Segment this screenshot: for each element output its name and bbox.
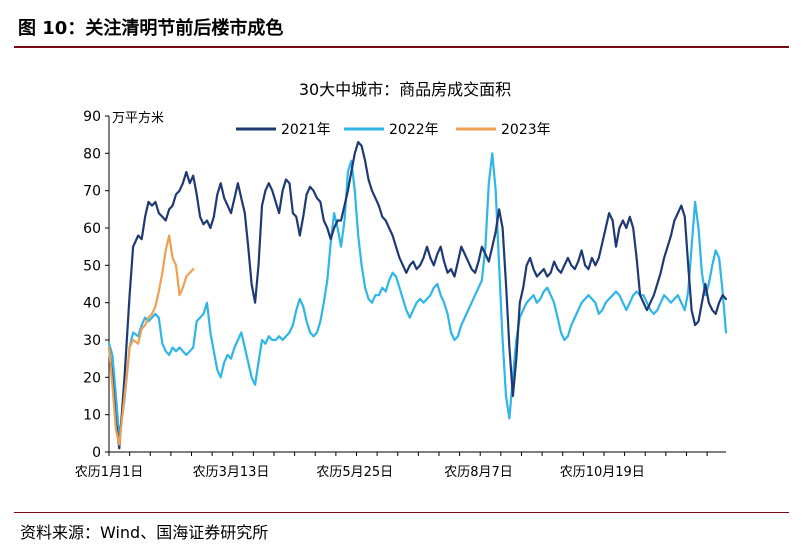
y-tick-label: 40 [83,296,101,312]
series-line-1 [107,141,728,450]
y-tick-label: 20 [83,370,101,386]
y-axis-label: 万平方米 [112,110,164,126]
legend-label-1: 2021年 [281,122,331,138]
y-tick-label: 30 [83,333,101,349]
legend: 2021年 2022年 2023年 [236,122,551,138]
y-tick-label: 60 [83,221,101,237]
y-tick-label: 80 [83,146,101,162]
series-group [107,141,728,450]
x-tick-label: 农历5月25日 [316,465,393,480]
legend-label-3: 2023年 [501,122,551,138]
y-tick-label: 0 [92,445,101,461]
chart-title: 30大中城市：商品房成交面积 [299,80,511,99]
legend-label-2: 2022年 [389,122,439,138]
figure-title: 图 10：关注清明节前后楼市成色 [18,18,284,39]
x-tick-label: 农历1月1日 [75,465,144,480]
y-tick-label: 50 [83,258,101,274]
series-line-2 [107,152,728,439]
source-note: 资料来源：Wind、国海证券研究所 [20,523,269,542]
y-tick-label: 10 [83,408,101,424]
axes: 0 10 20 30 40 50 60 70 80 90 农历1月1日 农历3月13日 农历5月25日 农… [75,109,726,480]
y-tick-label: 70 [83,184,101,200]
x-tick-label: 农历8月7日 [444,465,513,480]
y-tick-label: 90 [83,109,101,125]
x-tick-label: 农历10月19日 [560,465,645,480]
source-rule [14,512,789,513]
x-tick-label: 农历3月13日 [193,465,270,480]
title-rule [14,46,789,48]
series-line-3 [107,234,195,446]
